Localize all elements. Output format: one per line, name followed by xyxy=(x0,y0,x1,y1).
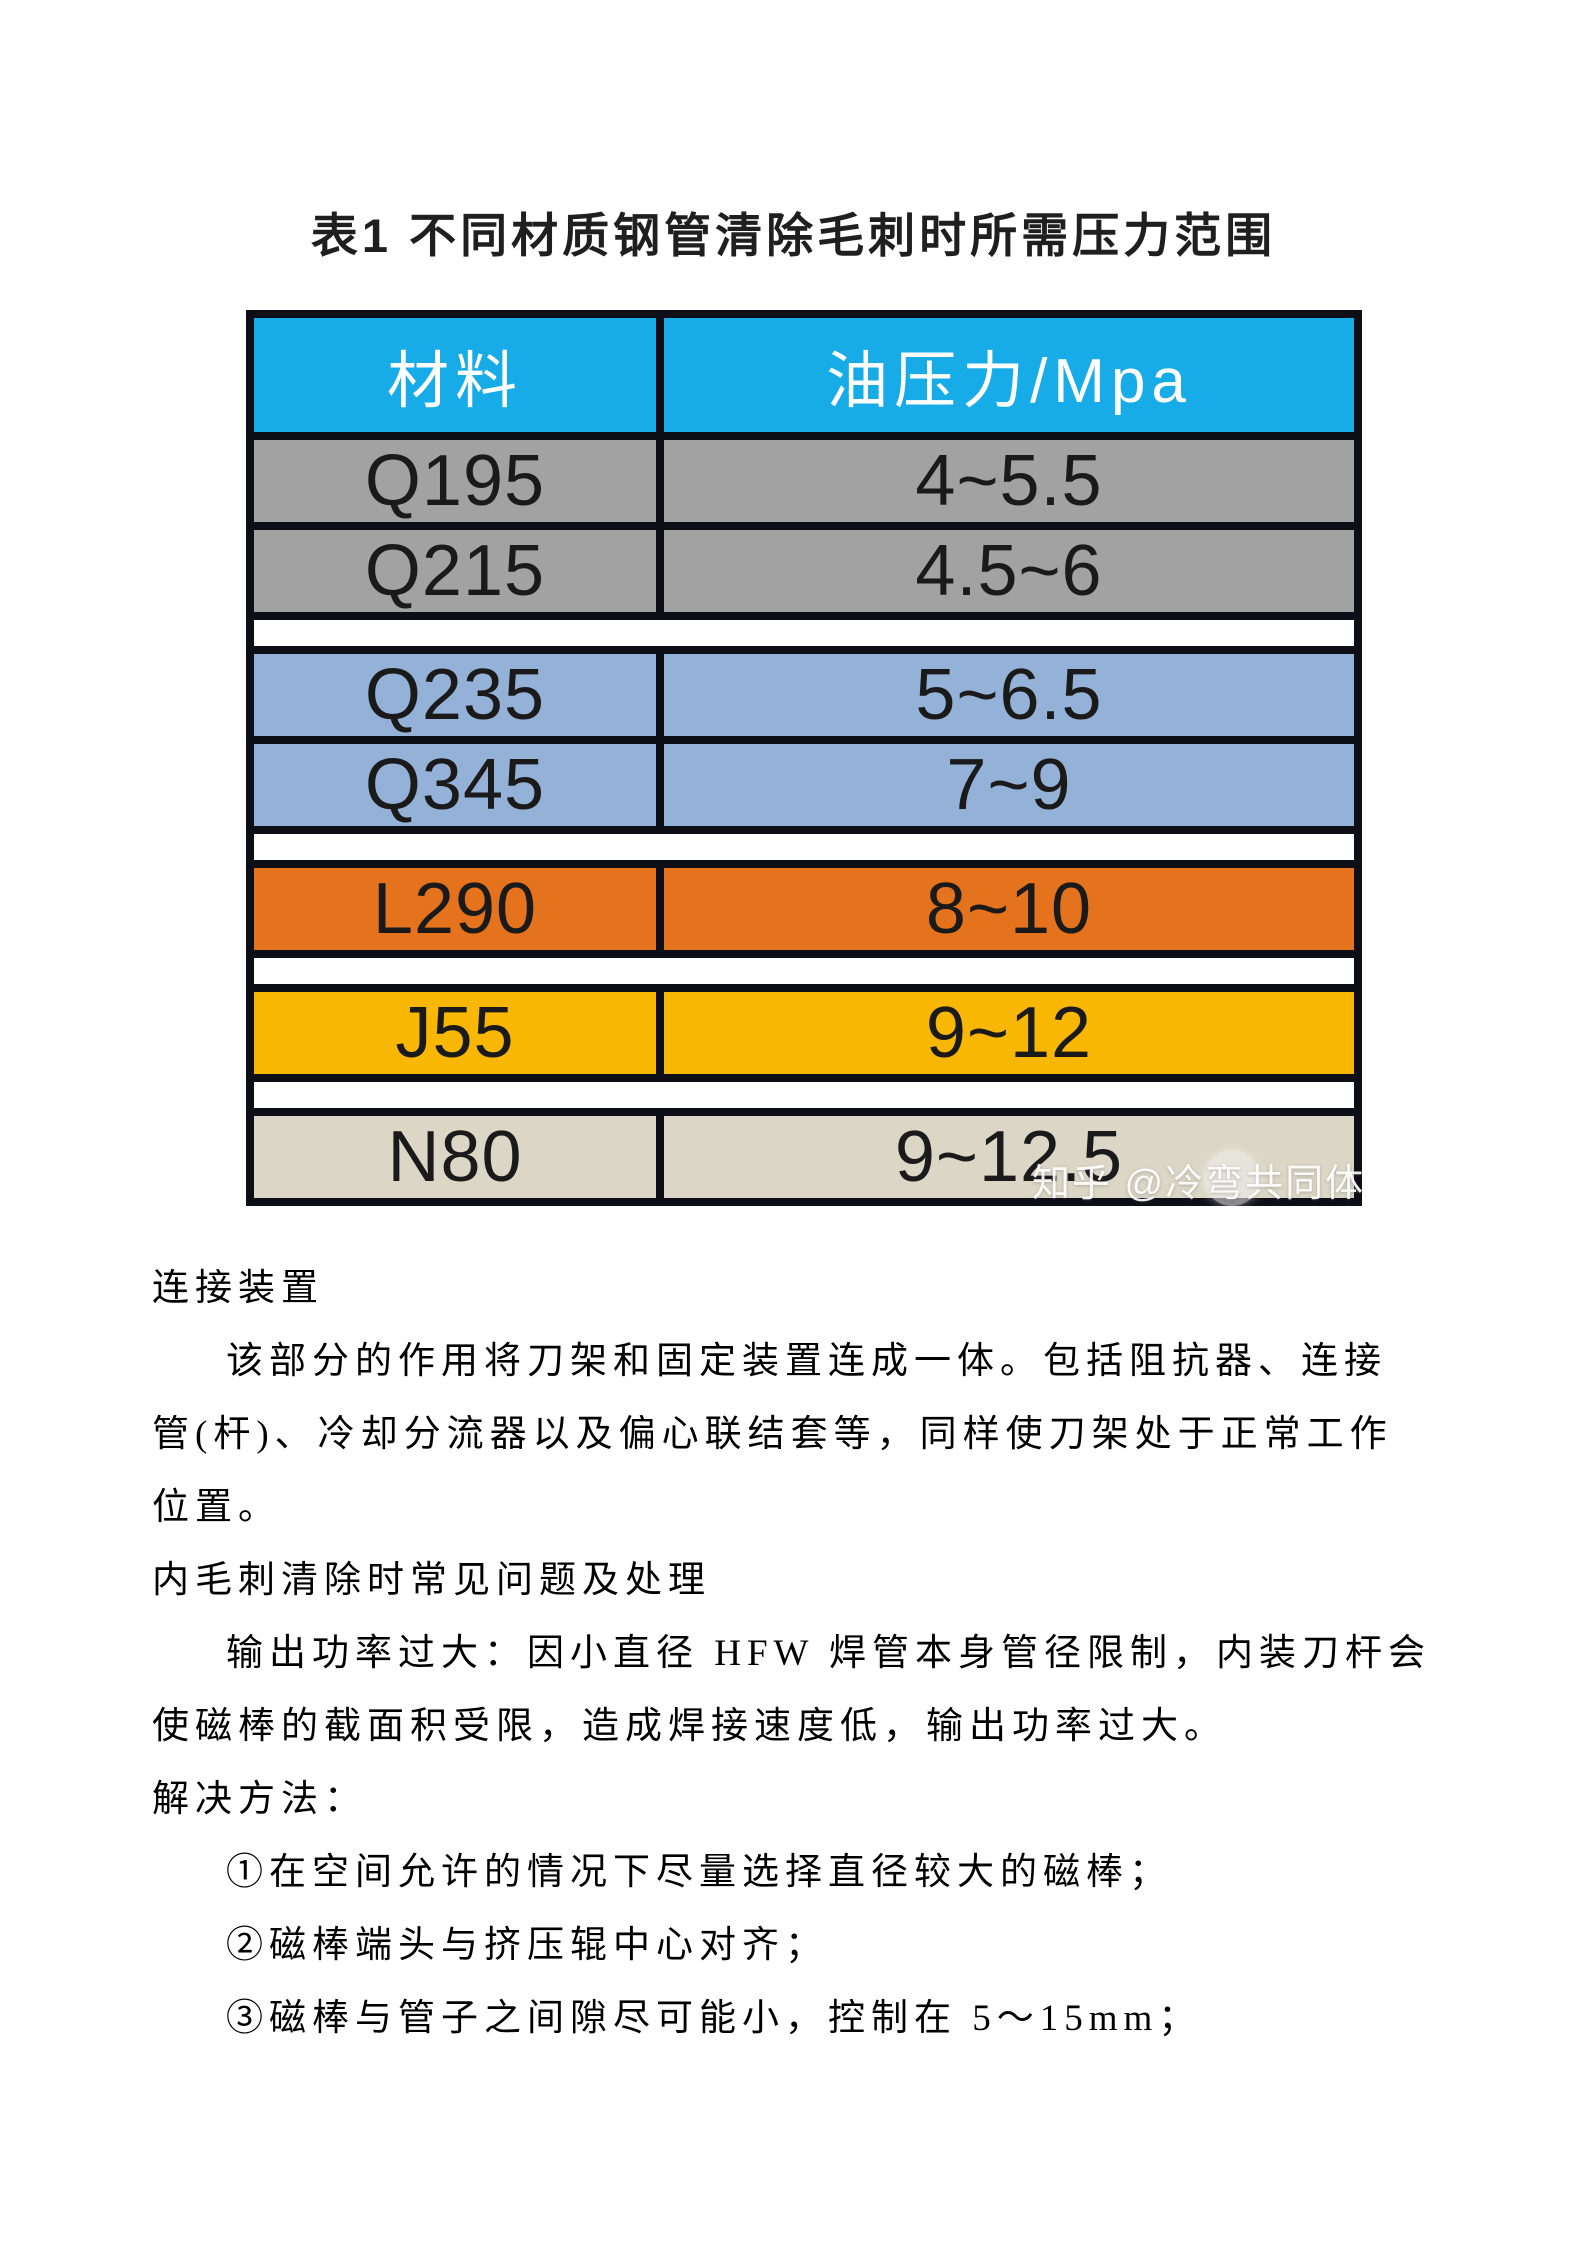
table-row-l290: L290 8~10 xyxy=(254,868,1354,950)
table-spacer-row xyxy=(254,958,1354,984)
table-spacer-row xyxy=(254,1082,1354,1108)
body-text: 连接装置 该部分的作用将刀架和固定装置连成一体。包括阻抗器、连接 管(杆)、冷却… xyxy=(152,1252,1442,2055)
text-line: 连接装置 xyxy=(152,1268,324,1309)
table-header-row: 材料 油压力/Mpa xyxy=(254,318,1354,432)
material-cell: J55 xyxy=(254,992,656,1074)
text-line: 该部分的作用将刀架和固定装置连成一体。包括阻抗器、连接 xyxy=(226,1341,1387,1382)
pressure-cell: 4~5.5 xyxy=(664,440,1354,522)
pressure-cell: 7~9 xyxy=(664,744,1354,826)
table-row-q345: Q345 7~9 xyxy=(254,744,1354,826)
header-cell-pressure: 油压力/Mpa xyxy=(664,318,1354,432)
table-row-j55: J55 9~12 xyxy=(254,992,1354,1074)
text-line: 管(杆)、冷却分流器以及偏心联结套等，同样使刀架处于正常工作 xyxy=(152,1414,1393,1455)
material-cell: Q195 xyxy=(254,440,656,522)
material-cell: Q345 xyxy=(254,744,656,826)
table-spacer-row xyxy=(254,620,1354,646)
zhihu-watermark: 知乎 @冷弯共同体 xyxy=(1032,1150,1366,1212)
table-spacer-row xyxy=(254,834,1354,860)
text-line: 解决方法： xyxy=(152,1779,367,1820)
material-cell: Q215 xyxy=(254,530,656,612)
text-line: ③磁棒与管子之间隙尽可能小，控制在 5～15mm； xyxy=(226,1998,1202,2039)
text-line: 内毛刺清除时常见问题及处理 xyxy=(152,1560,711,1601)
text-line: ①在空间允许的情况下尽量选择直径较大的磁棒； xyxy=(226,1852,1172,1893)
pressure-cell: 8~10 xyxy=(664,868,1354,950)
material-cell: L290 xyxy=(254,868,656,950)
watermark-avatar-icon xyxy=(1204,1150,1260,1206)
table-row-q235: Q235 5~6.5 xyxy=(254,654,1354,736)
pressure-cell: 9~12 xyxy=(664,992,1354,1074)
material-cell: N80 xyxy=(254,1116,656,1198)
table-row-q215: Q215 4.5~6 xyxy=(254,530,1354,612)
text-line: 使磁棒的截面积受限，造成焊接速度低，输出功率过大。 xyxy=(152,1706,1227,1747)
text-line: 输出功率过大：因小直径 HFW 焊管本身管径限制，内装刀杆会 xyxy=(226,1633,1432,1674)
watermark-text: 知乎 @冷弯共同体 xyxy=(1032,1163,1366,1205)
page-title: 表1 不同材质钢管清除毛刺时所需压力范围 xyxy=(310,209,1277,262)
pressure-cell: 4.5~6 xyxy=(664,530,1354,612)
material-cell: Q235 xyxy=(254,654,656,736)
pressure-cell: 5~6.5 xyxy=(664,654,1354,736)
text-line: ②磁棒端头与挤压辊中心对齐； xyxy=(226,1925,828,1966)
header-cell-material: 材料 xyxy=(254,318,656,432)
text-line: 位置。 xyxy=(152,1487,281,1528)
table-row-q195: Q195 4~5.5 xyxy=(254,440,1354,522)
pressure-table: 材料 油压力/Mpa Q195 4~5.5 Q215 4.5~6 Q235 5~… xyxy=(246,310,1362,1206)
